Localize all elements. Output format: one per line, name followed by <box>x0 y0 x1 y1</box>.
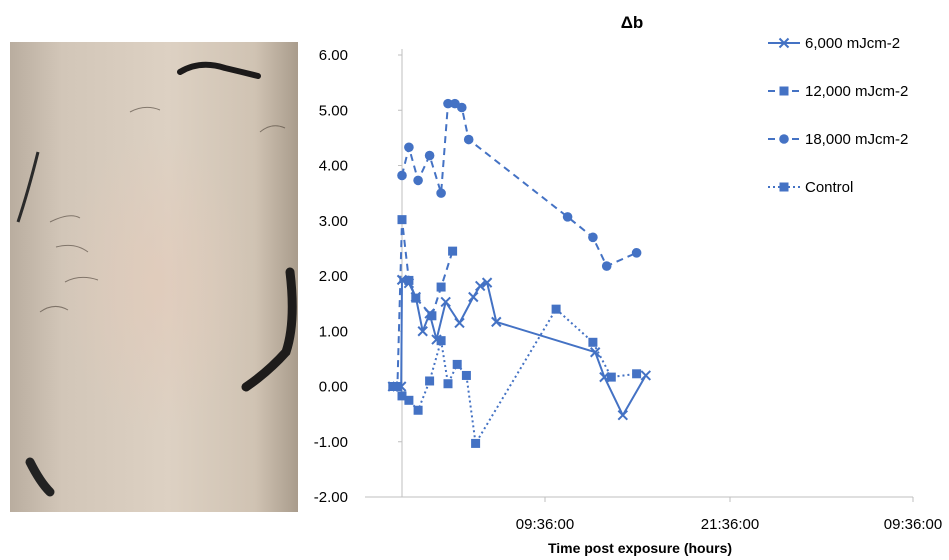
marker-stroke <box>417 326 428 337</box>
marker-stroke <box>468 291 479 303</box>
legend-label: Control <box>805 179 853 196</box>
legend-item-4: Control <box>768 179 853 196</box>
pen-mark-bottom <box>25 457 55 497</box>
data-point <box>411 293 421 303</box>
data-point <box>640 370 652 381</box>
y-tick-label: -2.00 <box>314 489 348 506</box>
y-tick-label: 2.00 <box>319 268 348 285</box>
data-point <box>448 246 458 256</box>
data-point <box>474 280 486 292</box>
y-tick-label: 0.00 <box>319 379 348 396</box>
data-point <box>397 170 407 181</box>
data-point <box>606 372 616 382</box>
marker-stroke <box>640 370 652 381</box>
data-point <box>443 379 453 389</box>
y-tick-label: -1.00 <box>314 434 348 451</box>
data-point <box>461 370 471 380</box>
data-point <box>452 359 462 369</box>
data-point <box>404 142 414 153</box>
skin-photo <box>10 42 298 512</box>
data-point <box>413 175 423 186</box>
pen-mark-top <box>177 61 261 79</box>
marker-stroke <box>589 347 601 358</box>
data-point <box>424 150 435 161</box>
data-point <box>413 405 423 415</box>
legend-item-3: 18,000 mJcm-2 <box>768 131 908 148</box>
series-line <box>401 102 638 268</box>
legend-marker <box>779 182 789 192</box>
data-point <box>425 376 435 386</box>
marker-stroke <box>481 277 493 288</box>
series-2 <box>388 215 458 391</box>
data-point <box>562 212 573 222</box>
data-point <box>436 188 446 198</box>
data-point <box>551 304 561 314</box>
data-point <box>617 410 629 421</box>
marker-stroke <box>474 280 486 292</box>
data-point <box>427 311 437 321</box>
marker-stroke <box>491 316 502 328</box>
data-point <box>436 282 446 292</box>
y-tick-label: 3.00 <box>319 213 348 230</box>
y-tick-label: 1.00 <box>319 323 348 340</box>
series-3 <box>397 98 642 271</box>
legend-marker <box>779 86 789 96</box>
hair-strands <box>39 106 286 313</box>
data-point <box>631 247 642 258</box>
data-point <box>440 296 451 308</box>
data-point <box>589 347 601 358</box>
legend-item-2: 12,000 mJcm-2 <box>768 83 908 100</box>
series-line <box>392 218 454 388</box>
skin-highlight <box>50 102 260 432</box>
y-tick-label: 4.00 <box>319 158 348 175</box>
data-point <box>471 438 481 448</box>
legend-label: 18,000 mJcm-2 <box>805 131 908 148</box>
y-tick-label: 6.00 <box>319 47 348 64</box>
data-point <box>481 277 493 288</box>
marker-stroke <box>617 410 629 421</box>
legend-marker <box>778 37 790 49</box>
data-point <box>392 382 402 391</box>
chart-title: Δb <box>621 13 644 32</box>
data-point <box>397 391 407 401</box>
data-point <box>588 337 598 347</box>
series-layer <box>387 98 652 448</box>
data-point <box>468 291 479 303</box>
data-point <box>457 102 467 113</box>
data-point <box>632 369 642 379</box>
series-line <box>392 278 647 417</box>
data-point <box>397 215 407 225</box>
data-point <box>463 134 474 145</box>
marker-stroke <box>440 296 451 308</box>
x-tick-label: 21:36:00 <box>701 516 759 533</box>
data-point <box>443 98 453 109</box>
data-point <box>436 336 446 346</box>
data-point <box>601 261 612 271</box>
legend-marker <box>779 134 789 144</box>
pen-mark-left <box>16 151 40 223</box>
data-point <box>404 275 414 285</box>
series-1 <box>387 274 652 421</box>
axes: 6.00 5.00 4.00 3.00 2.00 1.00 0.00 -1.00 -2.00 09… <box>314 47 942 533</box>
data-point <box>588 232 598 243</box>
x-tick-label: 09:36:00 <box>884 516 942 533</box>
data-point <box>491 316 502 328</box>
y-tick-label: 5.00 <box>319 102 348 119</box>
legend-item-1: 6,000 mJcm-2 <box>768 35 900 52</box>
marker-stroke <box>778 37 790 49</box>
pen-mark-right <box>241 267 297 392</box>
data-point <box>388 382 398 391</box>
legend-label: 6,000 mJcm-2 <box>805 35 900 52</box>
legend-label: 12,000 mJcm-2 <box>805 83 908 100</box>
data-point <box>404 395 414 405</box>
data-point <box>454 317 465 329</box>
x-axis-label: Time post exposure (hours) <box>548 540 732 556</box>
legend: 6,000 mJcm-2 12,000 mJcm-2 18,000 mJcm-2 Co… <box>768 35 908 196</box>
data-point <box>417 326 428 337</box>
x-tick-label: 09:36:00 <box>516 516 574 533</box>
series-4 <box>397 304 642 448</box>
marker-stroke <box>454 317 465 329</box>
